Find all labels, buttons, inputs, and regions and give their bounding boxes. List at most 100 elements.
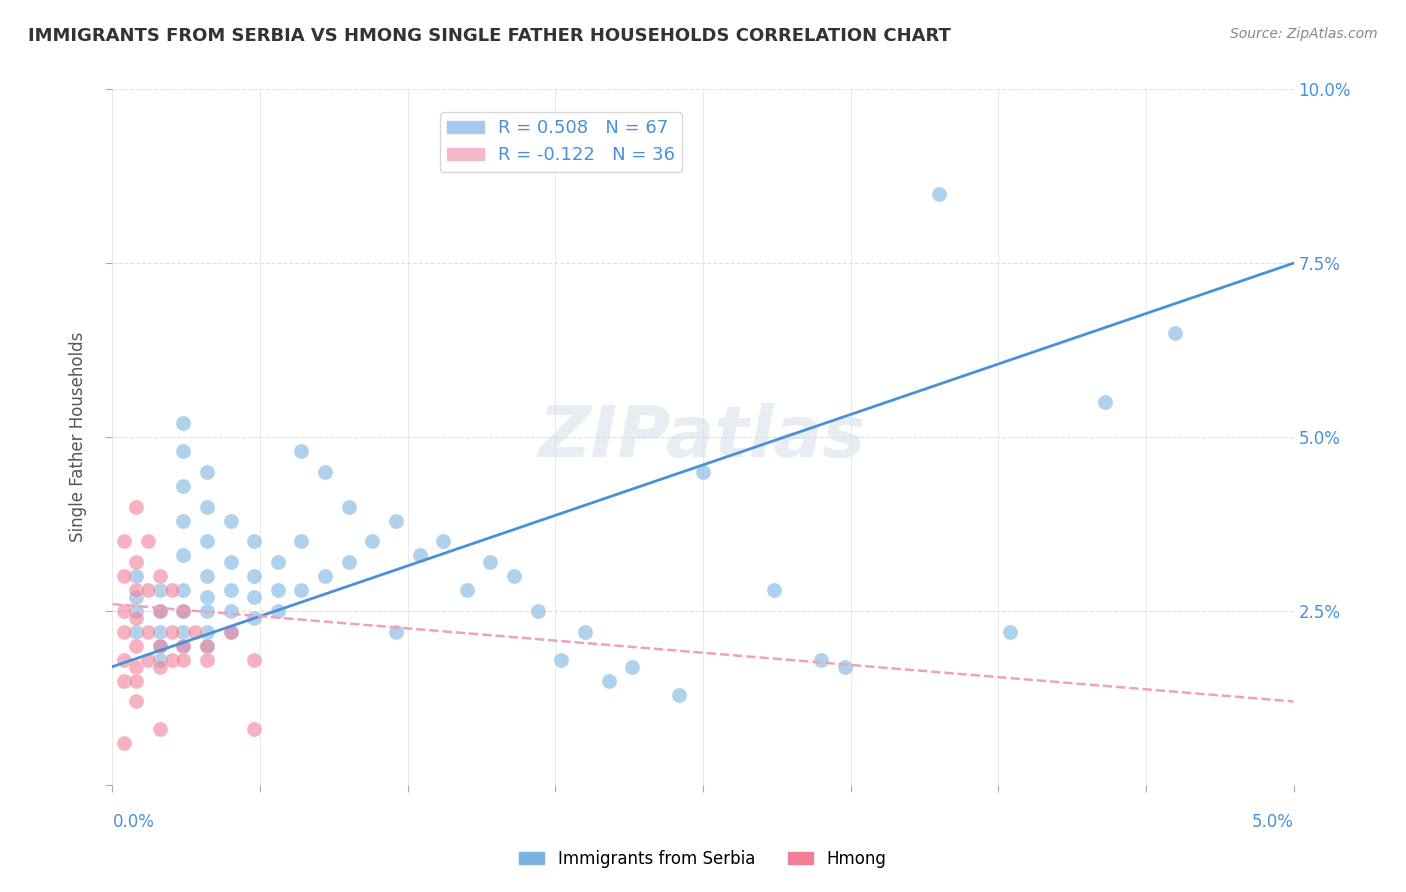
Point	[172, 639, 194, 653]
Point	[195, 569, 218, 583]
Point	[172, 549, 194, 563]
Point	[125, 611, 148, 625]
Point	[243, 534, 266, 549]
Point	[267, 555, 290, 569]
Point	[243, 653, 266, 667]
Point	[172, 514, 194, 528]
Point	[125, 569, 148, 583]
Point	[136, 653, 159, 667]
Point	[195, 500, 218, 514]
Point	[195, 590, 218, 604]
Point	[149, 624, 172, 639]
Point	[149, 653, 172, 667]
Point	[172, 479, 194, 493]
Point	[692, 465, 714, 479]
Point	[112, 624, 135, 639]
Point	[621, 659, 644, 673]
Point	[172, 604, 194, 618]
Point	[762, 583, 785, 598]
Point	[834, 659, 856, 673]
Point	[1094, 395, 1116, 409]
Point	[267, 604, 290, 618]
Point	[219, 583, 242, 598]
Point	[267, 583, 290, 598]
Point	[172, 444, 194, 458]
Point	[195, 624, 218, 639]
Text: 5.0%: 5.0%	[1251, 813, 1294, 830]
Point	[112, 534, 135, 549]
Point	[184, 624, 207, 639]
Point	[456, 583, 478, 598]
Point	[149, 569, 172, 583]
Point	[574, 624, 596, 639]
Point	[243, 611, 266, 625]
Point	[526, 604, 548, 618]
Text: ZIPatlas: ZIPatlas	[540, 402, 866, 472]
Point	[136, 624, 159, 639]
Point	[136, 583, 159, 598]
Point	[998, 624, 1021, 639]
Point	[1164, 326, 1187, 340]
Point	[810, 653, 832, 667]
Point	[243, 723, 266, 737]
Point	[337, 555, 360, 569]
Text: 0.0%: 0.0%	[112, 813, 155, 830]
Point	[550, 653, 572, 667]
Point	[219, 624, 242, 639]
Legend: Immigrants from Serbia, Hmong: Immigrants from Serbia, Hmong	[513, 844, 893, 875]
Point	[503, 569, 526, 583]
Point	[385, 514, 408, 528]
Point	[112, 569, 135, 583]
Point	[668, 688, 690, 702]
Point	[928, 186, 950, 201]
Point	[125, 583, 148, 598]
Point	[112, 604, 135, 618]
Point	[125, 673, 148, 688]
Point	[112, 673, 135, 688]
Point	[219, 604, 242, 618]
Point	[195, 465, 218, 479]
Point	[361, 534, 384, 549]
Point	[385, 624, 408, 639]
Point	[290, 534, 312, 549]
Point	[125, 659, 148, 673]
Point	[432, 534, 454, 549]
Point	[290, 583, 312, 598]
Point	[172, 653, 194, 667]
Point	[125, 604, 148, 618]
Text: IMMIGRANTS FROM SERBIA VS HMONG SINGLE FATHER HOUSEHOLDS CORRELATION CHART: IMMIGRANTS FROM SERBIA VS HMONG SINGLE F…	[28, 27, 950, 45]
Point	[125, 624, 148, 639]
Text: Source: ZipAtlas.com: Source: ZipAtlas.com	[1230, 27, 1378, 41]
Point	[219, 555, 242, 569]
Point	[195, 639, 218, 653]
Point	[290, 444, 312, 458]
Point	[149, 659, 172, 673]
Point	[172, 604, 194, 618]
Point	[408, 549, 430, 563]
Point	[149, 723, 172, 737]
Point	[243, 590, 266, 604]
Point	[172, 416, 194, 430]
Legend: R = 0.508   N = 67, R = -0.122   N = 36: R = 0.508 N = 67, R = -0.122 N = 36	[440, 112, 682, 171]
Point	[149, 583, 172, 598]
Point	[172, 639, 194, 653]
Point	[195, 639, 218, 653]
Point	[136, 534, 159, 549]
Point	[125, 639, 148, 653]
Point	[125, 555, 148, 569]
Point	[598, 673, 620, 688]
Point	[160, 653, 183, 667]
Point	[479, 555, 502, 569]
Point	[172, 583, 194, 598]
Point	[160, 624, 183, 639]
Point	[195, 604, 218, 618]
Point	[112, 653, 135, 667]
Point	[195, 653, 218, 667]
Point	[125, 590, 148, 604]
Point	[149, 639, 172, 653]
Point	[149, 639, 172, 653]
Point	[125, 500, 148, 514]
Point	[243, 569, 266, 583]
Point	[149, 604, 172, 618]
Y-axis label: Single Father Households: Single Father Households	[69, 332, 87, 542]
